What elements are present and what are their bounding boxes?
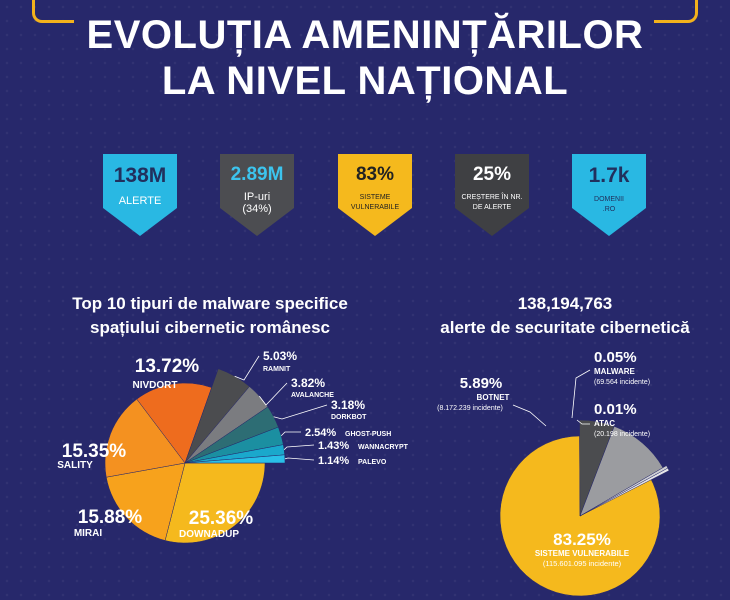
slice-name-atac: ATAC — [594, 419, 615, 428]
badge-value: 1.7k — [588, 164, 630, 187]
slice-percent-nivdort: 13.72% — [135, 356, 200, 377]
slice-name-sality: SALITY — [57, 460, 93, 471]
leader-line-dorkbot — [273, 404, 328, 420]
slice-percent-palevo: 1.14% — [318, 455, 349, 467]
slice-percent-mirai: 15.88% — [78, 507, 143, 528]
slice-detail-sisteme-vulnerabile: (115.601.095 incidente) — [543, 559, 622, 568]
slice-name-sisteme-vulnerabile: SISTEME VULNERABILE — [535, 549, 630, 558]
slice-detail-malware: (69.564 incidente) — [594, 379, 650, 386]
slice-name-mirai: MIRAI — [74, 528, 103, 539]
pie-slice-downadup — [164, 462, 266, 544]
title-frame-gap — [74, 12, 654, 26]
badge-value: 2.89M — [230, 164, 284, 185]
slice-percent-botnet: 5.89% — [460, 375, 503, 392]
badge-sublabel: DE ALERTE — [472, 204, 512, 211]
slice-percent-atac: 0.01% — [594, 401, 637, 418]
badge-shield-shape — [572, 154, 646, 236]
stats-badges: 138M ALERTE 2.89M IP-uri (34%) 83% SISTE… — [0, 150, 730, 240]
badge-label: CREȘTERE ÎN NR. — [461, 194, 523, 201]
badge-value: 138M — [113, 164, 167, 187]
badge-label: IP-uri — [243, 191, 271, 203]
leader-line-atac — [576, 419, 590, 425]
badge-sublabel: (34%) — [242, 203, 272, 215]
slice-name-ramnit: RAMNIT — [263, 366, 291, 373]
pie-slice-nivdort — [136, 382, 212, 464]
badge-label: DOMENII — [594, 196, 624, 203]
slice-percent-sisteme-vulnerabile: 83.25% — [553, 530, 611, 549]
leader-line-palevo — [284, 457, 315, 461]
slice-percent-avalanche: 3.82% — [291, 376, 325, 390]
slice-name-palevo: PALEVO — [358, 459, 387, 466]
badge-shield-shape — [455, 154, 529, 236]
pie-slice-atac — [579, 467, 670, 517]
page-title-line-1: EVOLUȚIA AMENINȚĂRILOR — [86, 13, 644, 57]
slice-percent-dorkbot: 3.18% — [331, 398, 365, 412]
badge-alerts: 138M ALERTE — [101, 150, 179, 238]
malware-chart-title: Top 10 tipuri de malware specifice spați… — [20, 292, 400, 340]
badge-shield-shape — [338, 154, 412, 236]
badge-shield-shape — [103, 154, 177, 236]
slice-name-avalanche: AVALANCHE — [291, 392, 334, 399]
leader-line-wannacrypt — [283, 444, 315, 451]
badge-label: SISTEME — [359, 194, 391, 201]
malware-chart-title-line-1: Top 10 tipuri de malware specifice — [72, 294, 348, 313]
slice-name-downadup: DOWNADUP — [179, 529, 239, 540]
slice-name-wannacrypt: WANNACRYPT — [358, 444, 409, 451]
slice-name-nivdort: NIVDORT — [133, 380, 178, 391]
leader-line-ghost-push — [280, 431, 301, 437]
leader-line-malware — [571, 369, 591, 419]
slice-name-malware: MALWARE — [594, 367, 636, 376]
badge-value: 25% — [472, 164, 512, 185]
slice-percent-malware: 0.05% — [594, 349, 637, 366]
badge-vulnerable: 83% SISTEME VULNERABILE — [336, 150, 414, 238]
badge-domains: 1.7k DOMENII .RO — [570, 150, 648, 238]
page-title-line-2: LA NIVEL NAȚIONAL — [161, 59, 569, 103]
badge-value: 83% — [355, 164, 395, 185]
alerts-chart-title-line-2: alerte de securitate cibernetică — [440, 318, 690, 337]
slice-percent-ghost-push: 2.54% — [305, 427, 336, 439]
leader-line-ramnit — [234, 355, 260, 381]
slice-percent-ramnit: 5.03% — [263, 349, 297, 363]
leader-line-botnet — [512, 404, 547, 427]
slice-detail-botnet: (8.172.239 incidente) — [437, 405, 503, 412]
malware-chart-title-line-2: spațiului cibernetic românesc — [90, 318, 330, 337]
slice-name-dorkbot: DORKBOT — [331, 414, 367, 421]
leader-line-avalanche — [259, 382, 288, 406]
alerts-chart-title-line-1: 138,194,763 — [517, 294, 613, 313]
badge-sublabel: .RO — [602, 206, 616, 213]
badge-sublabel: VULNERABILE — [350, 204, 400, 211]
slice-name-botnet: BOTNET — [477, 393, 510, 402]
slice-percent-wannacrypt: 1.43% — [318, 440, 349, 452]
badge-growth: 25% CREȘTERE ÎN NR. DE ALERTE — [453, 150, 531, 238]
badge-ip: 2.89M IP-uri (34%) — [218, 150, 296, 238]
alerts-chart-title: 138,194,763 alerte de securitate ciberne… — [400, 292, 730, 340]
slice-name-ghost-push: GHOST-PUSH — [345, 431, 391, 438]
slice-detail-atac: (20.198 incidente) — [594, 431, 650, 438]
slice-percent-downadup: 25.36% — [189, 508, 254, 529]
page-title: EVOLUȚIA AMENINȚĂRILOR LA NIVEL NAȚIONAL — [0, 12, 730, 104]
badge-shield-shape — [220, 154, 294, 236]
slice-percent-sality: 15.35% — [62, 441, 127, 462]
badge-label: ALERTE — [118, 195, 162, 207]
pie-slice-sality — [104, 398, 186, 478]
pie-slice-mirai — [105, 462, 186, 541]
